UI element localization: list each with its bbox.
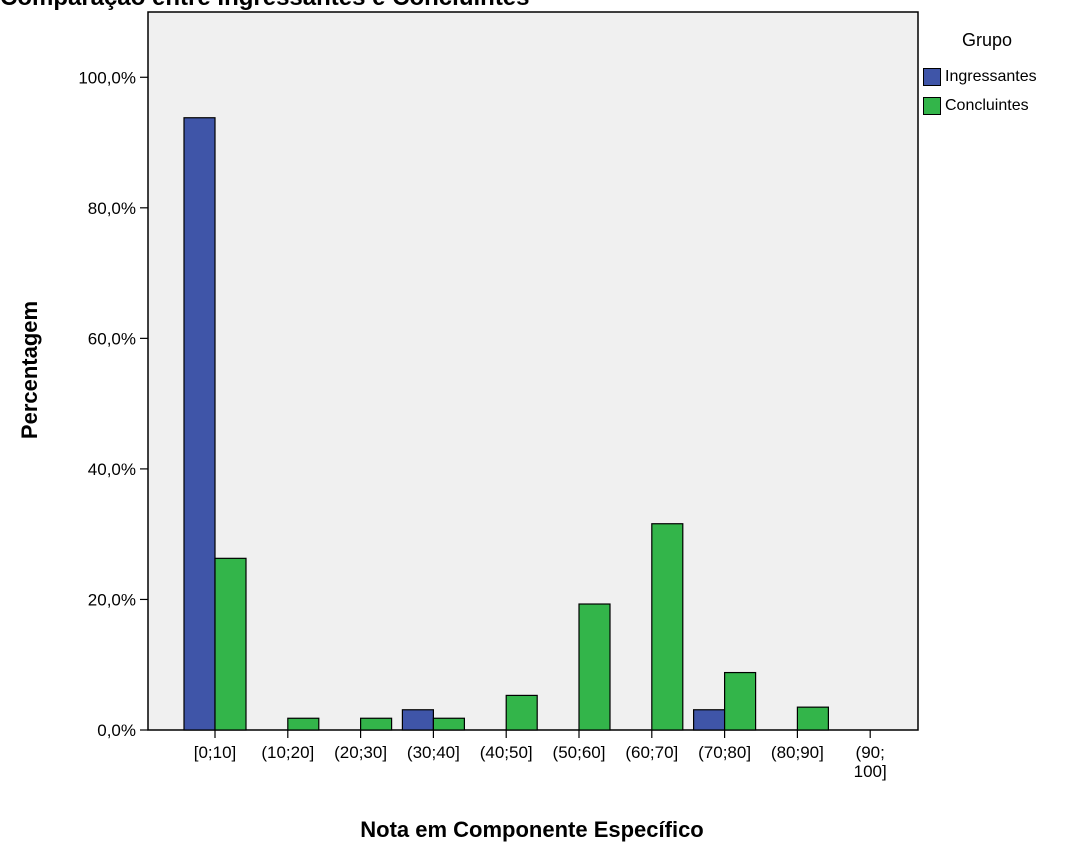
x-tick-label: (20;30] (334, 743, 387, 762)
y-tick-label: 0,0% (97, 721, 136, 740)
y-tick-label: 100,0% (78, 68, 136, 87)
bar-concluintes (651, 523, 684, 731)
legend-label-concluintes: Concluintes (945, 97, 1029, 114)
chart-title: Comparação entre Ingressantes e Concluin… (0, 0, 530, 12)
bar-concluintes (432, 717, 465, 731)
x-tick-label: (60;70] (625, 743, 678, 762)
legend-swatch-concluintes (923, 97, 941, 115)
y-tick-label: 40,0% (88, 460, 136, 479)
x-axis: [0;10] (10;20] (20;30] (30;40] (40;50] (50;60… (194, 730, 887, 781)
plot-background (147, 11, 919, 731)
bar-concluintes (505, 694, 538, 731)
legend-item-ingressantes: Ingressantes (923, 68, 1037, 86)
bar-ingressantes (183, 117, 216, 731)
plot-area (147, 11, 919, 731)
y-axis: 0,0% 20,0% 40,0% 60,0% 80,0% 100,0% (78, 68, 148, 740)
y-axis-label: Percentagem (17, 300, 42, 440)
legend-item-concluintes: Concluintes (923, 97, 1029, 115)
x-axis-label: Nota em Componente Específico (360, 817, 704, 842)
y-tick-label: 80,0% (88, 199, 136, 218)
y-tick-label: 20,0% (88, 590, 136, 609)
bar-concluintes (723, 671, 757, 731)
x-tick-label: (50;60] (553, 743, 606, 762)
x-tick-label: (70;80] (698, 743, 751, 762)
bar-concluintes (214, 557, 247, 731)
bars (183, 117, 830, 731)
x-tick-label: [0;10] (194, 743, 237, 762)
bar-concluintes (578, 603, 611, 731)
bar-concluintes (360, 717, 393, 731)
x-tick-label: (40;50] (480, 743, 533, 762)
x-tick-label: (10;20] (261, 743, 314, 762)
x-tick-label: (90; (856, 743, 885, 762)
bar-ingressantes (692, 709, 726, 731)
x-tick-label: 100] (854, 762, 887, 781)
x-tick-label: (80;90] (771, 743, 824, 762)
bar-concluintes (287, 717, 320, 731)
y-tick-label: 60,0% (88, 329, 136, 348)
legend-title: Grupo (962, 30, 1013, 50)
x-tick-label: (30;40] (407, 743, 460, 762)
bar-ingressantes (401, 709, 434, 731)
legend-label-ingressantes: Ingressantes (945, 68, 1037, 85)
legend-swatch-ingressantes (923, 68, 941, 86)
bar-concluintes (796, 706, 830, 731)
